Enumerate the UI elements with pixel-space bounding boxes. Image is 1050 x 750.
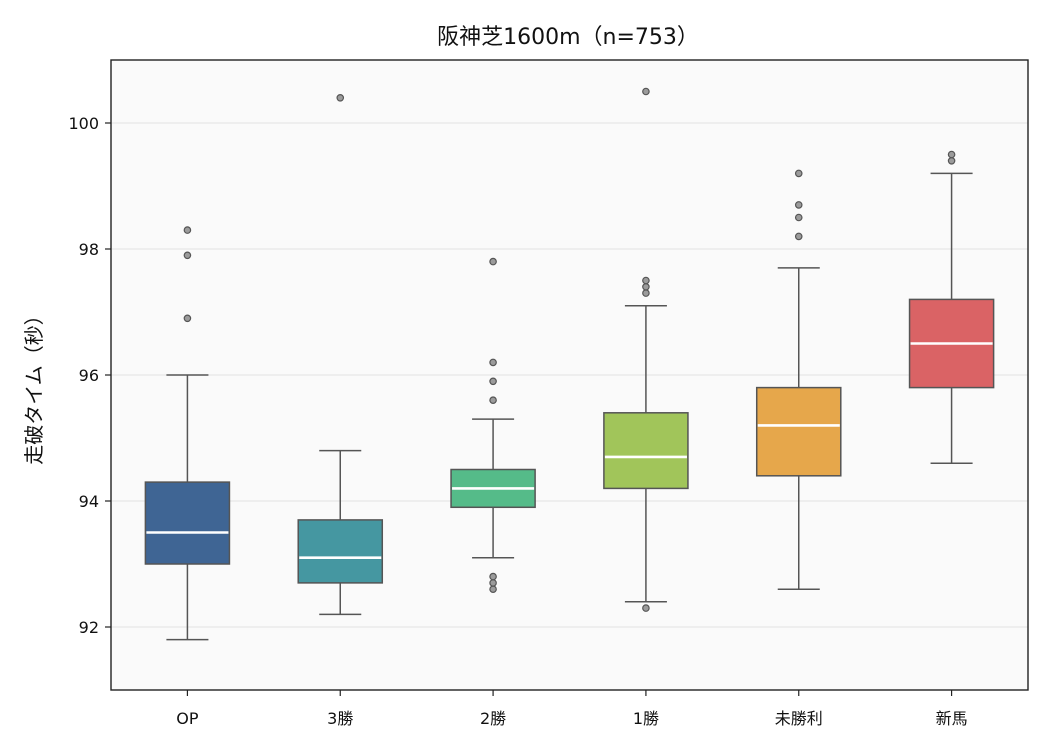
- outlier-point: [489, 579, 497, 587]
- x-tick-label: 新馬: [936, 709, 968, 728]
- outlier-point: [794, 213, 803, 222]
- outlier-point: [489, 377, 497, 386]
- grid-lines: [111, 122, 1028, 628]
- y-tick-label: 92: [79, 618, 99, 637]
- outlier-point: [642, 282, 650, 291]
- y-tick-label: 96: [79, 366, 99, 385]
- outlier-point: [489, 257, 497, 266]
- y-tick-label: 100: [68, 114, 99, 133]
- box-group: [297, 94, 384, 616]
- outlier-point: [794, 232, 803, 241]
- box-group: [450, 257, 536, 594]
- y-tick-label: 98: [79, 240, 99, 259]
- y-axis: 92 94 96 98 100: [68, 114, 111, 637]
- x-tick-label: 2勝: [480, 709, 506, 728]
- box: [297, 519, 384, 584]
- box-group: [603, 87, 689, 612]
- x-tick-label: 3勝: [327, 709, 353, 728]
- outlier-point: [183, 226, 192, 234]
- outlier-point: [947, 157, 956, 165]
- box-group: [144, 226, 231, 641]
- box: [755, 386, 842, 477]
- outlier-point: [642, 604, 650, 612]
- outlier-point: [642, 276, 650, 285]
- outlier-point: [489, 396, 497, 405]
- box: [603, 412, 689, 490]
- y-axis-label: 走破タイム（秒）: [22, 305, 46, 465]
- outlier-point: [489, 572, 497, 581]
- outlier-point: [489, 585, 497, 594]
- chart-title: 阪神芝1600m（n=753）: [437, 25, 699, 50]
- box-group: [908, 150, 995, 464]
- box-group: [755, 169, 842, 590]
- outlier-point: [947, 150, 956, 159]
- box: [144, 481, 231, 565]
- x-axis: OP 3勝 2勝 1勝 未勝利 新馬: [176, 690, 968, 728]
- x-tick-label: 1勝: [633, 709, 659, 728]
- x-tick-label: OP: [176, 709, 199, 728]
- outlier-point: [794, 201, 803, 209]
- outlier-point: [642, 289, 650, 297]
- outlier-point: [336, 94, 345, 102]
- x-tick-label: 未勝利: [775, 709, 823, 728]
- outlier-point: [183, 251, 192, 260]
- box-series: [144, 87, 995, 641]
- y-tick-label: 94: [79, 492, 99, 511]
- outlier-point: [642, 87, 650, 96]
- outlier-point: [183, 314, 192, 323]
- outlier-point: [794, 169, 803, 178]
- outlier-point: [489, 358, 497, 367]
